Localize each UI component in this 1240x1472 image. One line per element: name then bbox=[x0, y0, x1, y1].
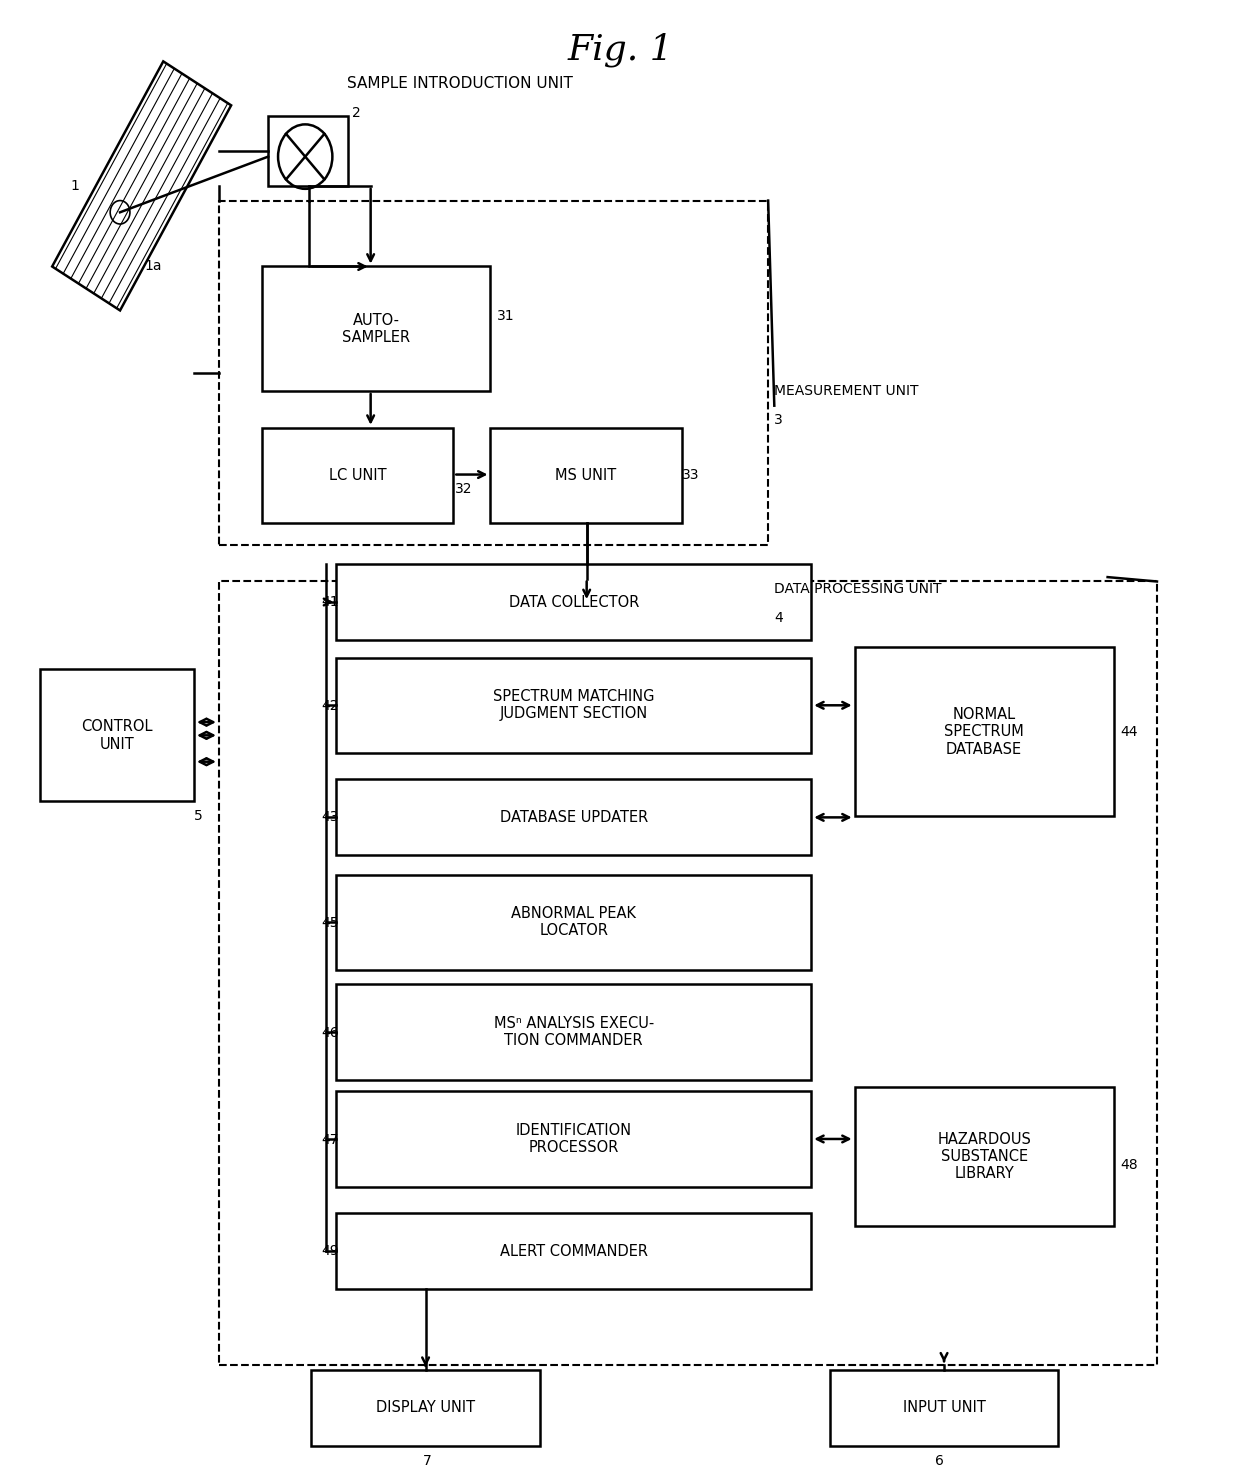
Bar bbox=[336, 779, 811, 855]
Text: MEASUREMENT UNIT: MEASUREMENT UNIT bbox=[774, 384, 919, 397]
Text: 41: 41 bbox=[321, 595, 339, 609]
Text: 4: 4 bbox=[774, 611, 782, 626]
Text: 47: 47 bbox=[321, 1133, 339, 1147]
Text: 31: 31 bbox=[496, 309, 515, 324]
Text: 3: 3 bbox=[774, 414, 782, 427]
Text: DATA COLLECTOR: DATA COLLECTOR bbox=[508, 595, 639, 609]
Text: 32: 32 bbox=[455, 483, 472, 496]
Text: 46: 46 bbox=[321, 1026, 339, 1039]
Text: CONTROL
UNIT: CONTROL UNIT bbox=[81, 720, 153, 752]
Text: INPUT UNIT: INPUT UNIT bbox=[903, 1400, 986, 1415]
Text: HAZARDOUS
SUBSTANCE
LIBRARY: HAZARDOUS SUBSTANCE LIBRARY bbox=[937, 1132, 1032, 1182]
Text: 45: 45 bbox=[321, 916, 339, 930]
Text: ALERT COMMANDER: ALERT COMMANDER bbox=[500, 1244, 647, 1259]
Text: SPECTRUM MATCHING
JUDGMENT SECTION: SPECTRUM MATCHING JUDGMENT SECTION bbox=[494, 689, 655, 721]
Text: DATABASE UPDATER: DATABASE UPDATER bbox=[500, 810, 647, 824]
Bar bbox=[218, 581, 1157, 1366]
Bar bbox=[336, 874, 811, 970]
Bar bbox=[336, 1213, 811, 1289]
Text: 1a: 1a bbox=[145, 259, 162, 274]
Bar bbox=[268, 116, 348, 185]
Bar bbox=[336, 985, 811, 1079]
Text: 49: 49 bbox=[321, 1244, 339, 1259]
Text: AUTO-
SAMPLER: AUTO- SAMPLER bbox=[342, 312, 410, 344]
Text: 33: 33 bbox=[682, 468, 699, 481]
Text: 48: 48 bbox=[1120, 1157, 1137, 1172]
Bar bbox=[311, 1370, 539, 1446]
Text: 5: 5 bbox=[195, 810, 203, 823]
Text: Fig. 1: Fig. 1 bbox=[567, 32, 673, 66]
Text: 7: 7 bbox=[423, 1453, 432, 1468]
Bar bbox=[262, 428, 454, 523]
Text: MSⁿ ANALYSIS EXECU-
TION COMMANDER: MSⁿ ANALYSIS EXECU- TION COMMANDER bbox=[494, 1016, 653, 1048]
Bar bbox=[490, 428, 682, 523]
Text: 1: 1 bbox=[71, 180, 79, 193]
Text: MS UNIT: MS UNIT bbox=[556, 468, 616, 483]
Bar bbox=[830, 1370, 1058, 1446]
Text: 44: 44 bbox=[1120, 726, 1137, 739]
Bar bbox=[336, 1091, 811, 1186]
Bar bbox=[40, 670, 195, 801]
Polygon shape bbox=[52, 62, 231, 311]
Bar bbox=[336, 658, 811, 752]
Text: DISPLAY UNIT: DISPLAY UNIT bbox=[376, 1400, 475, 1415]
Text: SAMPLE INTRODUCTION UNIT: SAMPLE INTRODUCTION UNIT bbox=[347, 77, 573, 91]
Text: LC UNIT: LC UNIT bbox=[329, 468, 387, 483]
Text: NORMAL
SPECTRUM
DATABASE: NORMAL SPECTRUM DATABASE bbox=[945, 707, 1024, 757]
Bar bbox=[854, 648, 1114, 815]
Bar bbox=[336, 564, 811, 640]
Bar bbox=[854, 1086, 1114, 1226]
Bar bbox=[218, 200, 768, 545]
Text: 2: 2 bbox=[352, 106, 361, 119]
Text: IDENTIFICATION
PROCESSOR: IDENTIFICATION PROCESSOR bbox=[516, 1123, 631, 1156]
Text: 43: 43 bbox=[321, 811, 339, 824]
Text: 6: 6 bbox=[935, 1453, 944, 1468]
Text: ABNORMAL PEAK
LOCATOR: ABNORMAL PEAK LOCATOR bbox=[511, 905, 636, 938]
Text: 42: 42 bbox=[321, 699, 339, 712]
Bar bbox=[262, 266, 490, 392]
Text: DATA PROCESSING UNIT: DATA PROCESSING UNIT bbox=[774, 581, 942, 596]
